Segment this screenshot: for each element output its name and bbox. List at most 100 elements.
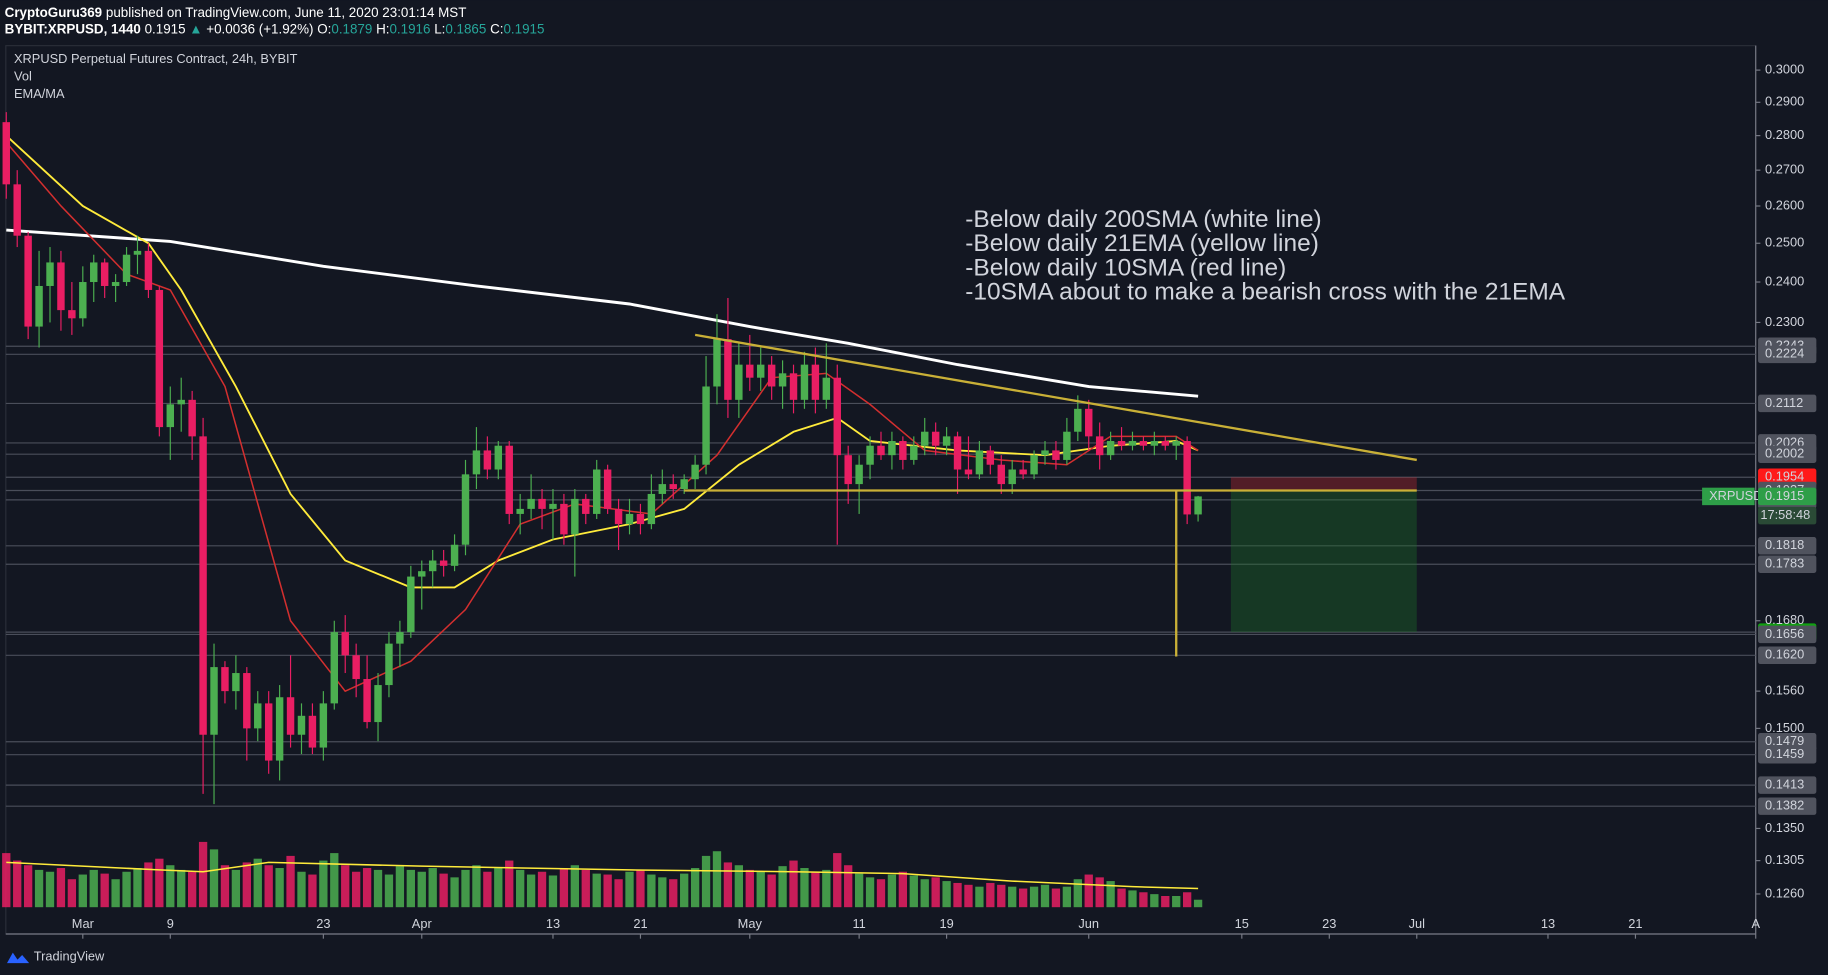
- volume-bar: [461, 869, 470, 908]
- volume-bar: [144, 862, 153, 908]
- candle-body: [2, 122, 10, 185]
- y-tick-label: 0.1560: [1765, 683, 1804, 698]
- level-tag: [1758, 345, 1817, 364]
- volume-bar: [986, 882, 995, 908]
- x-tick-label: 13: [546, 916, 560, 931]
- volume-bar: [1128, 890, 1137, 908]
- y-tick-label: 0.2600: [1765, 197, 1804, 212]
- candle-body: [1172, 441, 1180, 446]
- x-tick-label: Jul: [1409, 916, 1425, 931]
- volume-bar: [439, 873, 448, 908]
- candle-body: [439, 560, 448, 566]
- candle-body: [964, 469, 973, 475]
- candle-body: [210, 667, 218, 735]
- candle-body: [363, 679, 371, 723]
- volume-bar: [909, 875, 918, 908]
- stop-zone: [1230, 477, 1417, 491]
- candle-body: [811, 364, 820, 400]
- volume-bar: [220, 865, 230, 908]
- volume-bar: [187, 871, 197, 908]
- volume-bar: [505, 860, 514, 908]
- y-tick-label: 0.2700: [1765, 162, 1804, 177]
- volume-bar: [56, 868, 66, 908]
- candle-body: [1117, 441, 1126, 446]
- candle-body: [385, 643, 393, 686]
- candle-body: [1008, 469, 1016, 485]
- volume-bar: [789, 860, 798, 908]
- candle-body: [582, 498, 590, 514]
- candle-body: [658, 484, 667, 494]
- candle-body: [24, 235, 32, 327]
- volume-bar: [975, 886, 984, 908]
- candle-body: [767, 364, 776, 387]
- candle-body: [144, 250, 153, 290]
- candle-body: [888, 441, 896, 456]
- candle-body: [46, 262, 54, 286]
- x-tick-label: 11: [852, 916, 865, 931]
- x-tick-label: 21: [633, 916, 647, 931]
- y-tick-label: 0.1260: [1765, 885, 1804, 900]
- volume-bar: [100, 873, 109, 908]
- y-tick-label: 0.2300: [1765, 314, 1804, 329]
- candle-body: [111, 282, 120, 286]
- volume-bar: [45, 871, 55, 908]
- volume-bar: [1018, 888, 1028, 908]
- y-tick-label: 0.1350: [1765, 820, 1804, 835]
- volume-bar: [362, 868, 372, 908]
- candle-body: [90, 262, 98, 283]
- level-label: 0.2224: [1765, 346, 1804, 361]
- candle-body: [264, 703, 273, 761]
- level-label: 0.1620: [1765, 647, 1804, 662]
- candle-body: [1183, 441, 1191, 515]
- level-label: 0.1413: [1765, 777, 1804, 792]
- volume-bar: [964, 884, 973, 908]
- volume-bar: [1150, 894, 1159, 908]
- o-value: 0.1879: [331, 21, 372, 36]
- level-label: 0.2112: [1765, 395, 1803, 410]
- candle-body: [1150, 441, 1159, 446]
- volume-bar: [67, 879, 77, 908]
- level-label: 0.1783: [1765, 556, 1804, 571]
- volume-bar: [778, 866, 787, 908]
- candle-body: [549, 503, 557, 509]
- candle-body: [614, 508, 623, 525]
- level-tag: [1758, 745, 1817, 764]
- volume-bar: [264, 865, 273, 908]
- level-label: 0.1954: [1765, 469, 1804, 484]
- y-tick-label: 0.2800: [1765, 127, 1804, 142]
- candle-body: [308, 715, 317, 748]
- x-tick-label: 21: [1628, 916, 1642, 931]
- volume-bar: [756, 871, 765, 908]
- candle-body: [866, 445, 874, 465]
- volume-bar: [166, 865, 175, 908]
- candle-body: [243, 673, 251, 729]
- annotation-line: -Below daily 21EMA (yellow line): [965, 230, 1319, 257]
- y-tick-label: 0.1305: [1765, 852, 1804, 867]
- c-label: C:: [490, 21, 503, 36]
- candle-body: [669, 484, 677, 490]
- level-tag: [1758, 555, 1817, 573]
- volume-bar: [308, 874, 317, 908]
- volume-bar: [636, 869, 645, 908]
- level-label: 0.1459: [1765, 746, 1804, 761]
- level-tag: [1758, 468, 1817, 487]
- change: +0.0036 (+1.92%): [206, 21, 313, 36]
- x-tick-label: Mar: [72, 916, 95, 931]
- trend-line: [694, 333, 1417, 462]
- volume-bar: [111, 879, 120, 908]
- volume-bar: [680, 873, 689, 908]
- volume-bar: [1008, 886, 1017, 908]
- volume-bar: [78, 874, 87, 908]
- volume-bar: [177, 869, 186, 908]
- candle-body: [975, 450, 984, 475]
- volume-bar: [865, 877, 875, 908]
- candle-body: [330, 632, 339, 704]
- annotation-line: -10SMA about to make a bearish cross wit…: [965, 278, 1565, 305]
- candle-body: [450, 544, 459, 566]
- volume-bar: [384, 874, 394, 908]
- target-zone: [1230, 490, 1417, 633]
- footer: TradingView: [6, 949, 105, 964]
- volume-bar: [472, 865, 481, 908]
- volume-bar: [275, 868, 284, 908]
- volume-bar: [745, 869, 754, 908]
